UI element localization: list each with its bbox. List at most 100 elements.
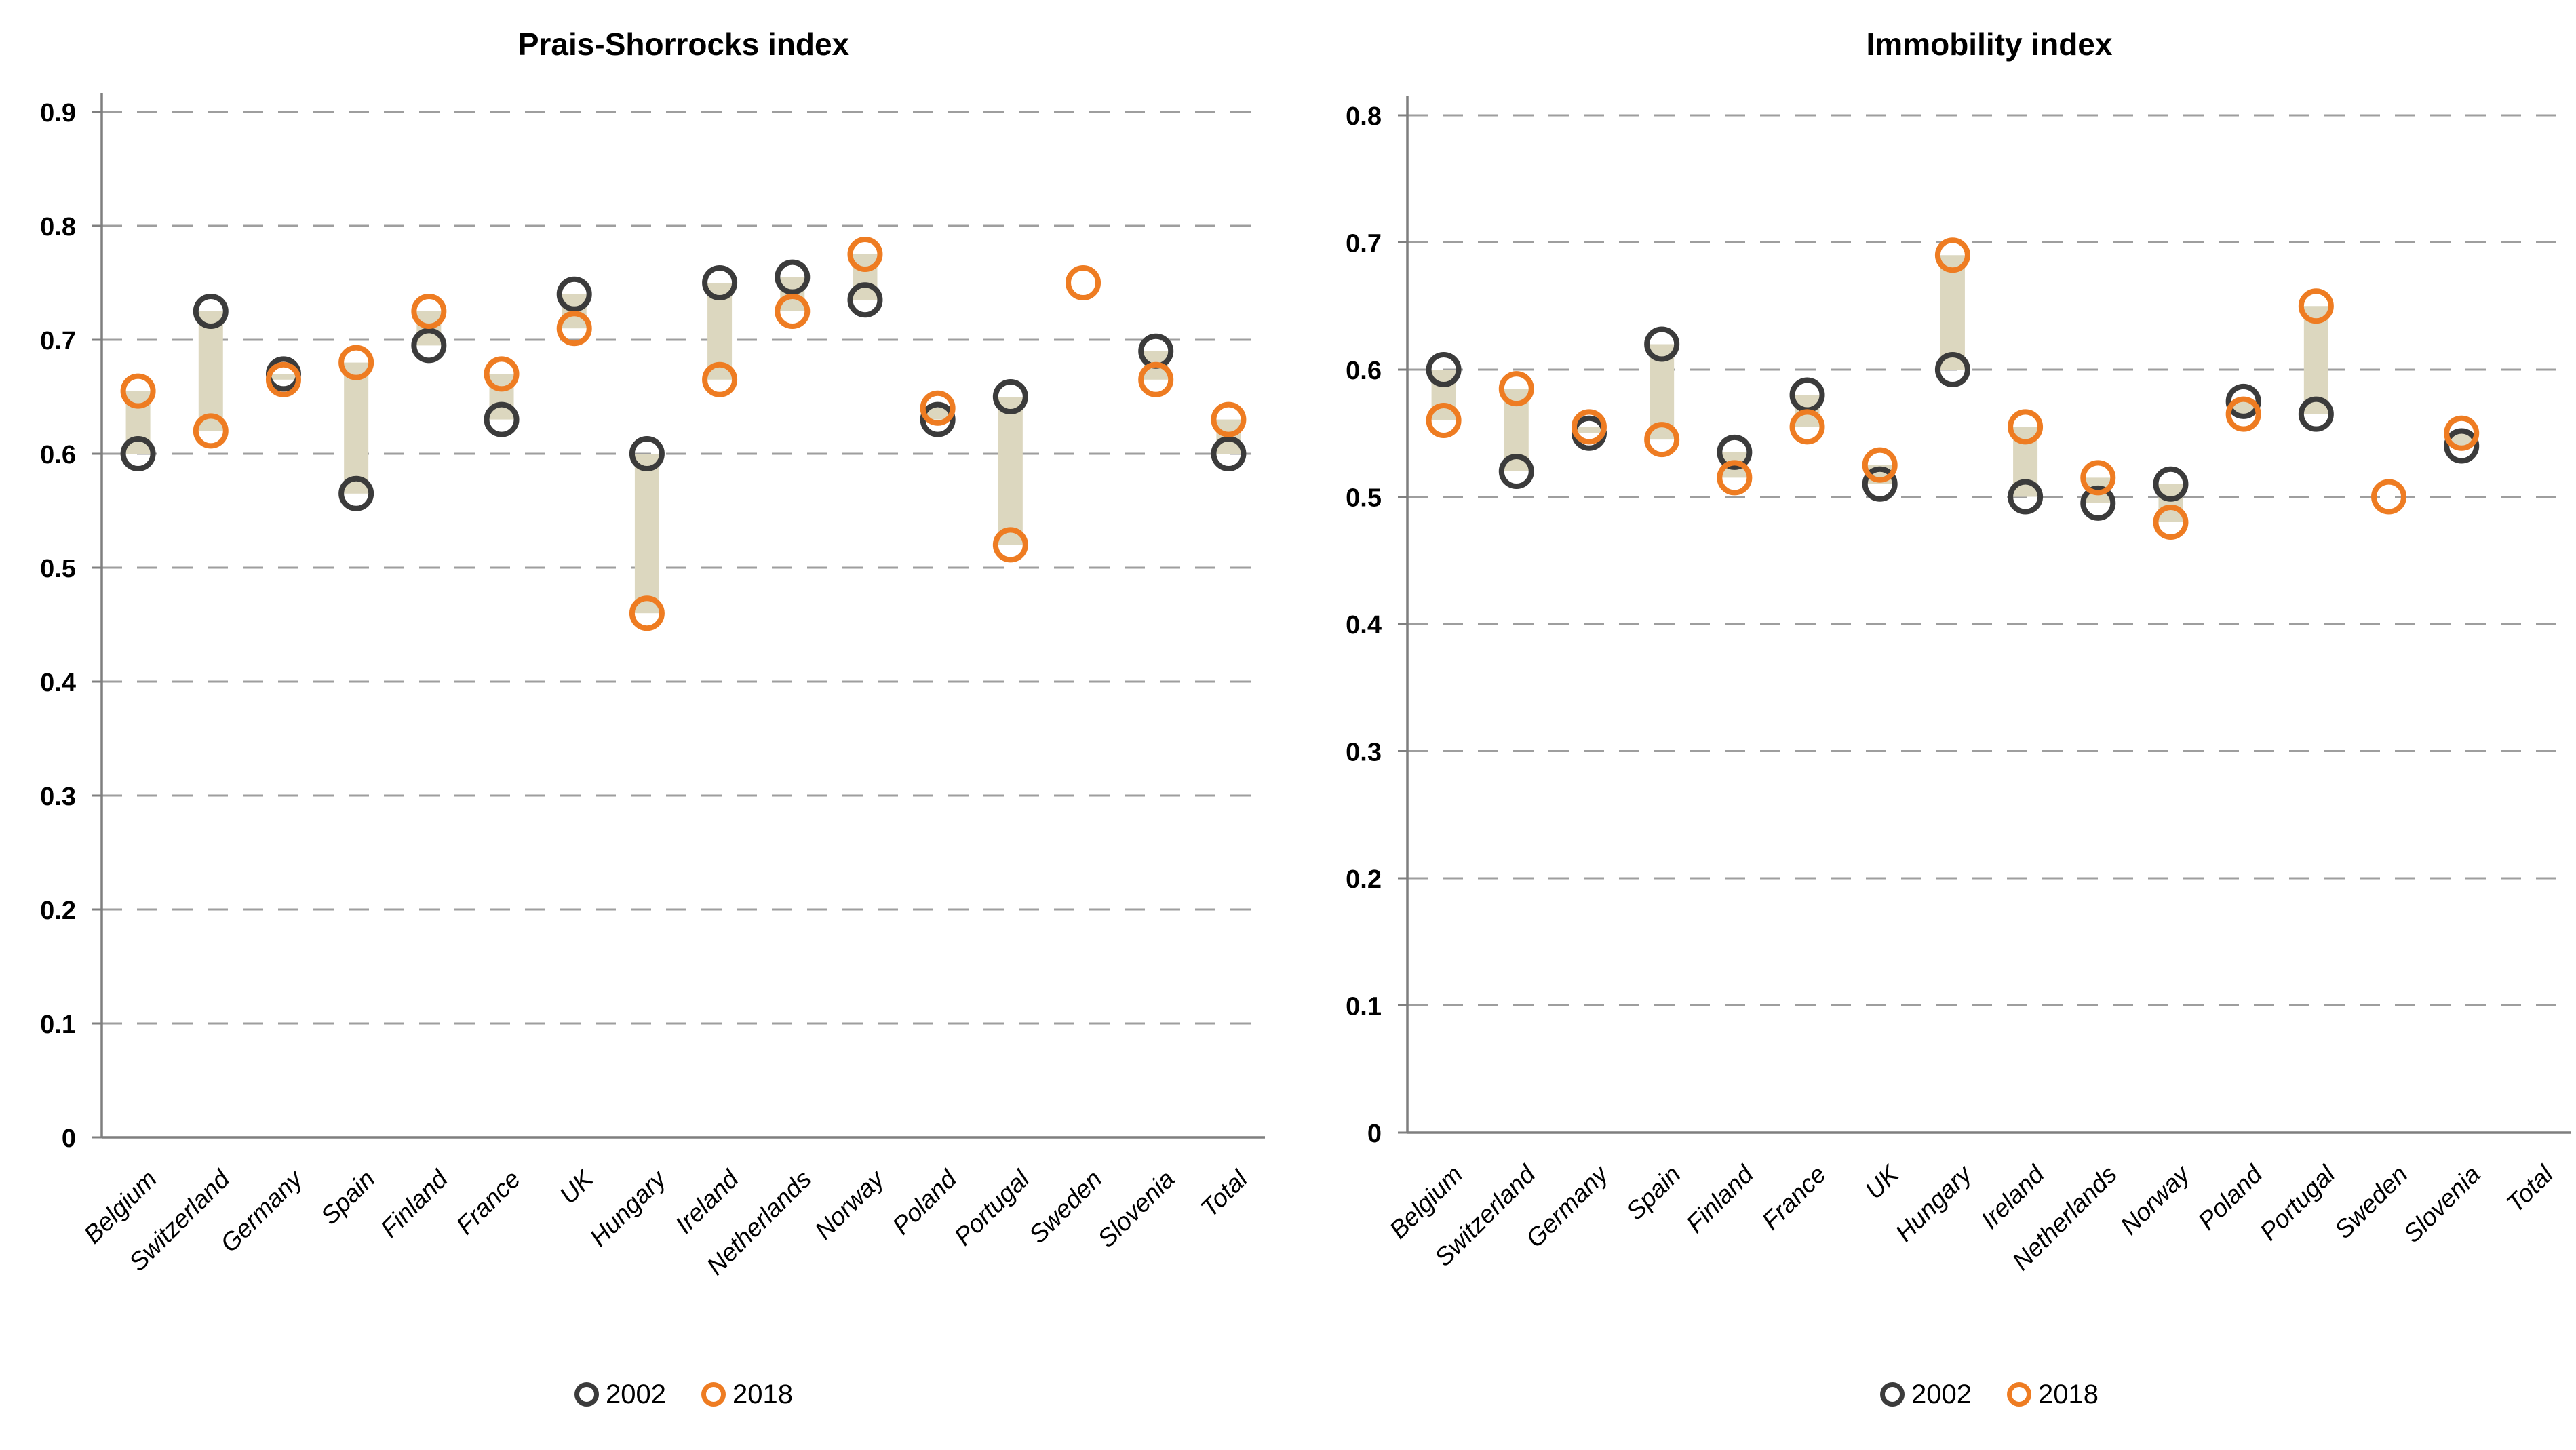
ytick-label-0.4: 0.4 bbox=[40, 669, 76, 697]
legend-immobility: 2002 2018 bbox=[1880, 1381, 2099, 1408]
marker-2002-norway bbox=[847, 282, 883, 318]
panel-immobility: Immobility index 0 0.1 0.2 0.3 0.4 0.5 0.6 0.7 0… bbox=[1288, 0, 2576, 1450]
marker-2018-slovenia bbox=[2444, 415, 2480, 451]
ytick-label-0.5: 0.5 bbox=[1346, 484, 1382, 513]
xtick-label-slovenia: Slovenia bbox=[1093, 1165, 1180, 1253]
marker-2018-germany bbox=[265, 361, 301, 397]
ytick-label-0.1: 0.1 bbox=[1346, 993, 1382, 1021]
marker-2018-france bbox=[484, 356, 520, 392]
xtick-label-finland: Finland bbox=[375, 1164, 454, 1243]
marker-2018-spain bbox=[338, 345, 374, 380]
xtick-label-slovenia: Slovenia bbox=[2398, 1160, 2486, 1248]
ytick-label-0.2: 0.2 bbox=[1346, 865, 1382, 894]
marker-2002-spain bbox=[1644, 326, 1680, 362]
ytick-label-0.6: 0.6 bbox=[40, 441, 76, 469]
connector-slovenia bbox=[2449, 433, 2474, 446]
marker-2002-netherlands bbox=[2080, 485, 2116, 521]
marker-2018-netherlands bbox=[2080, 460, 2116, 496]
marker-2018-germany bbox=[1571, 409, 1607, 445]
marker-2018-slovenia bbox=[1138, 361, 1174, 397]
xtick-label-france: France bbox=[1757, 1160, 1831, 1235]
legend-prais-shorrocks: 2002 2018 bbox=[574, 1381, 793, 1408]
ytick-label-0.5: 0.5 bbox=[40, 555, 76, 583]
xtick-label-germany: Germany bbox=[1521, 1159, 1614, 1253]
legend-label-2018: 2018 bbox=[2038, 1379, 2099, 1409]
marker-2018-hungary bbox=[629, 595, 665, 631]
legend-ring-2002-icon bbox=[1880, 1382, 1905, 1407]
marker-2018-portugal bbox=[992, 527, 1028, 563]
legend-ring-2018-icon bbox=[701, 1382, 726, 1407]
marker-2018-sweden bbox=[2371, 479, 2407, 515]
marker-2018-portugal bbox=[2298, 288, 2334, 324]
connector-germany bbox=[1576, 427, 1601, 433]
marker-2018-ireland bbox=[702, 361, 738, 397]
legend-ring-2002-icon bbox=[574, 1382, 600, 1407]
xtick-label-uk: UK bbox=[1860, 1159, 1905, 1204]
legend-item-2002: 2002 bbox=[574, 1381, 666, 1408]
xtick-label-portugal: Portugal bbox=[2255, 1159, 2341, 1246]
panel-prais-shorrocks: Prais-Shorrocks index 0 0.1 0.2 0.3 0.4 0.5 0.… bbox=[40, 26, 1265, 1408]
marker-2018-norway bbox=[2153, 505, 2189, 540]
marker-2018-belgium bbox=[120, 373, 156, 409]
xtick-label-portugal: Portugal bbox=[949, 1164, 1036, 1251]
marker-2018-sweden bbox=[1066, 265, 1101, 300]
legend-ring-2018-icon bbox=[2007, 1382, 2031, 1407]
connector-spain bbox=[344, 362, 369, 494]
xtick-label-spain: Spain bbox=[1621, 1160, 1686, 1226]
ytick-label-0.6: 0.6 bbox=[1346, 357, 1382, 385]
ytick-label-0.7: 0.7 bbox=[40, 327, 76, 355]
connector-portugal bbox=[998, 397, 1023, 545]
ytick-label-0.3: 0.3 bbox=[1346, 739, 1382, 767]
marker-2018-finland bbox=[1717, 460, 1753, 496]
marker-2018-france bbox=[1789, 409, 1825, 445]
connector-portugal bbox=[2303, 306, 2328, 414]
marker-2002-ireland bbox=[2008, 479, 2044, 515]
connector-norway bbox=[2158, 484, 2183, 522]
marker-2018-uk bbox=[556, 311, 592, 347]
connector-belgium bbox=[1431, 370, 1456, 420]
marker-2002-slovenia bbox=[2444, 428, 2480, 464]
xtick-label-spain: Spain bbox=[315, 1165, 380, 1230]
connector-poland bbox=[2231, 401, 2256, 414]
marker-2018-poland bbox=[920, 390, 956, 426]
xtick-label-germany: Germany bbox=[215, 1164, 309, 1257]
immobility-plot-canvas: 00.10.20.30.40.50.60.70.8BelgiumSwitzerl… bbox=[1346, 96, 2571, 1276]
marker-2002-poland bbox=[2225, 383, 2261, 419]
marker-2018-switzerland bbox=[193, 413, 229, 449]
ytick-label-0.9: 0.9 bbox=[40, 99, 76, 128]
marker-2002-finland bbox=[1717, 434, 1753, 470]
ytick-label-0.4: 0.4 bbox=[1346, 611, 1382, 640]
marker-2018-norway bbox=[847, 237, 883, 272]
marker-2002-finland bbox=[411, 328, 447, 364]
xtick-label-hungary: Hungary bbox=[585, 1164, 673, 1252]
xtick-label-norway: Norway bbox=[809, 1164, 890, 1245]
marker-2018-belgium bbox=[1426, 403, 1462, 438]
connector-switzerland bbox=[198, 311, 223, 431]
chart-title-immobility: Immobility index bbox=[1866, 26, 2113, 62]
ytick-label-0: 0 bbox=[1367, 1120, 1382, 1148]
ytick-label-0.3: 0.3 bbox=[40, 783, 76, 811]
marker-2018-uk bbox=[1862, 447, 1898, 483]
marker-2002-norway bbox=[2153, 466, 2189, 502]
marker-2002-france bbox=[484, 401, 520, 437]
marker-2002-poland bbox=[920, 401, 956, 437]
marker-2002-hungary bbox=[629, 436, 665, 471]
marker-2018-total bbox=[1211, 401, 1247, 437]
marker-2002-switzerland bbox=[193, 294, 229, 329]
legend-label-2018: 2018 bbox=[733, 1379, 793, 1409]
marker-2018-netherlands bbox=[775, 294, 811, 329]
connector-france bbox=[489, 374, 514, 420]
marker-2002-portugal bbox=[2298, 396, 2334, 432]
ytick-label-0: 0 bbox=[62, 1124, 76, 1153]
xtick-label-hungary: Hungary bbox=[1890, 1159, 1978, 1247]
marker-2002-hungary bbox=[1934, 352, 1970, 387]
legend-label-2002: 2002 bbox=[606, 1379, 666, 1409]
ytick-label-0.8: 0.8 bbox=[1346, 102, 1382, 131]
marker-2018-switzerland bbox=[1498, 371, 1534, 407]
marker-2018-hungary bbox=[1934, 237, 1970, 273]
marker-2002-ireland bbox=[702, 265, 738, 300]
chart-title-prais-shorrocks: Prais-Shorrocks index bbox=[518, 26, 850, 62]
connector-hungary bbox=[1940, 255, 1965, 370]
ytick-label-0.7: 0.7 bbox=[1346, 230, 1382, 258]
